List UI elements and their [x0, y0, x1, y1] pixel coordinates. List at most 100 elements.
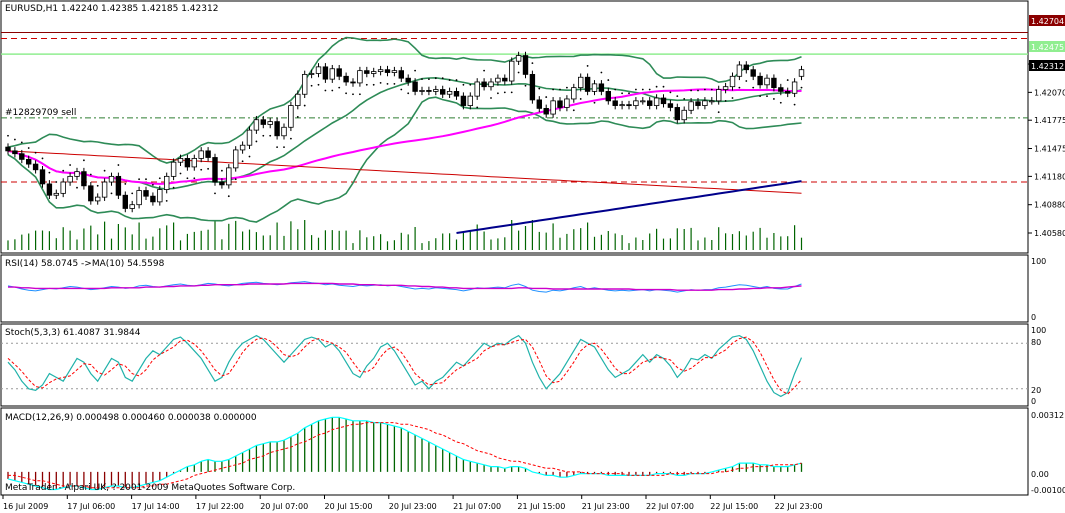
candle-body — [32, 163, 39, 171]
stoch-main-line — [7, 334, 803, 398]
time-tick-label: 21 Jul 07:00 — [453, 502, 501, 511]
candle-body — [798, 69, 805, 77]
sar-dot — [462, 83, 465, 86]
sar-dot — [241, 160, 244, 163]
candle-body — [232, 149, 239, 169]
candle-body — [19, 153, 25, 160]
sar-dot — [676, 95, 679, 98]
candle-body — [253, 119, 260, 131]
candle-body — [101, 181, 108, 198]
sar-dot — [324, 89, 327, 92]
candle-body — [177, 158, 184, 163]
sar-dot — [27, 147, 30, 149]
sar-dot — [566, 86, 568, 89]
sar-dot — [579, 98, 582, 100]
sar-dot — [766, 95, 768, 98]
time-tick-label: 17 Jul 06:00 — [67, 502, 115, 511]
stoch-tick-0: 0 — [1031, 397, 1036, 406]
ma-blue-line — [456, 180, 802, 234]
level-top-tag — [1029, 15, 1065, 26]
sar-dot — [7, 134, 9, 137]
sar-dot — [483, 69, 485, 72]
sar-dot — [779, 101, 782, 104]
sar-dot — [641, 88, 644, 91]
rsi-layer — [7, 281, 802, 293]
time-tick-label: 16 Jul 2009 — [3, 502, 48, 511]
candle-body — [757, 75, 763, 86]
sar-dot — [510, 91, 513, 94]
time-tick-label: 20 Jul 23:00 — [389, 502, 437, 511]
sar-dot — [352, 93, 354, 96]
stoch-panel-frame — [0, 323, 1029, 407]
sar-dot — [386, 82, 389, 85]
candle-body — [543, 108, 549, 115]
sar-dot — [152, 183, 154, 186]
sar-dot — [773, 98, 775, 100]
sar-dot — [517, 71, 520, 74]
candle-body — [688, 101, 694, 111]
sar-dot — [414, 69, 416, 72]
sar-dot — [600, 71, 603, 74]
sar-dot — [158, 177, 161, 180]
current-price-label: 1.42312 — [1031, 62, 1064, 71]
candle-body — [722, 86, 729, 90]
sar-dot — [545, 96, 548, 98]
sar-dot — [455, 79, 458, 81]
time-tick-label: 22 Jul 15:00 — [710, 502, 758, 511]
sar-dot — [662, 85, 665, 88]
candle-body — [198, 150, 204, 159]
candle-body — [750, 69, 756, 77]
candle-body — [384, 69, 391, 73]
candle-body — [60, 181, 66, 194]
candle-body — [578, 76, 584, 89]
candle-body — [205, 150, 211, 158]
candle-body — [143, 190, 149, 197]
candle-body — [81, 171, 87, 187]
candle-body — [695, 101, 701, 106]
price-tick-label: 1.40580 — [1034, 229, 1065, 238]
sar-dot — [586, 65, 589, 67]
sar-dot — [138, 178, 141, 181]
sar-dot — [655, 85, 658, 88]
sar-dot — [331, 89, 334, 92]
time-tick-label: 17 Jul 22:00 — [196, 502, 244, 511]
candle-body — [212, 157, 218, 183]
sar-dot — [441, 77, 444, 80]
candle-body — [736, 64, 743, 77]
symbol-header: EURUSD,H1 1.42240 1.42385 1.42185 1.4231… — [5, 4, 218, 14]
sar-dot — [717, 111, 720, 114]
candle-body — [488, 81, 494, 88]
bollinger-upper-line — [7, 36, 802, 164]
sar-dot — [193, 177, 196, 180]
sar-dot — [276, 146, 278, 149]
candle-body — [246, 129, 253, 146]
sar-dot — [283, 146, 285, 149]
ma-red-line — [7, 150, 802, 194]
sar-dot — [248, 155, 251, 158]
ma-magenta-line — [7, 88, 802, 185]
candle-body — [619, 104, 625, 107]
sar-dot — [490, 97, 492, 99]
sar-dot — [503, 91, 506, 94]
sar-dot — [89, 173, 92, 176]
sar-dot — [269, 134, 272, 137]
sar-dot — [621, 92, 623, 95]
candle-body — [778, 87, 784, 92]
candle-body — [343, 75, 349, 83]
sar-dot — [731, 97, 734, 99]
candle-body — [39, 169, 46, 185]
sar-dot — [234, 178, 237, 181]
candle-body — [170, 161, 177, 177]
candle-body — [184, 158, 191, 168]
candle-body — [308, 73, 315, 75]
sar-dot — [20, 141, 23, 144]
candle-body — [191, 158, 197, 168]
macd-tick-bottom: -0.00100 — [1031, 486, 1065, 495]
sar-dot — [710, 88, 713, 91]
sar-dot — [793, 103, 796, 106]
candle-body — [791, 81, 798, 94]
candle-body — [398, 70, 404, 79]
sar-dot — [221, 169, 223, 172]
sar-dot — [372, 83, 375, 86]
